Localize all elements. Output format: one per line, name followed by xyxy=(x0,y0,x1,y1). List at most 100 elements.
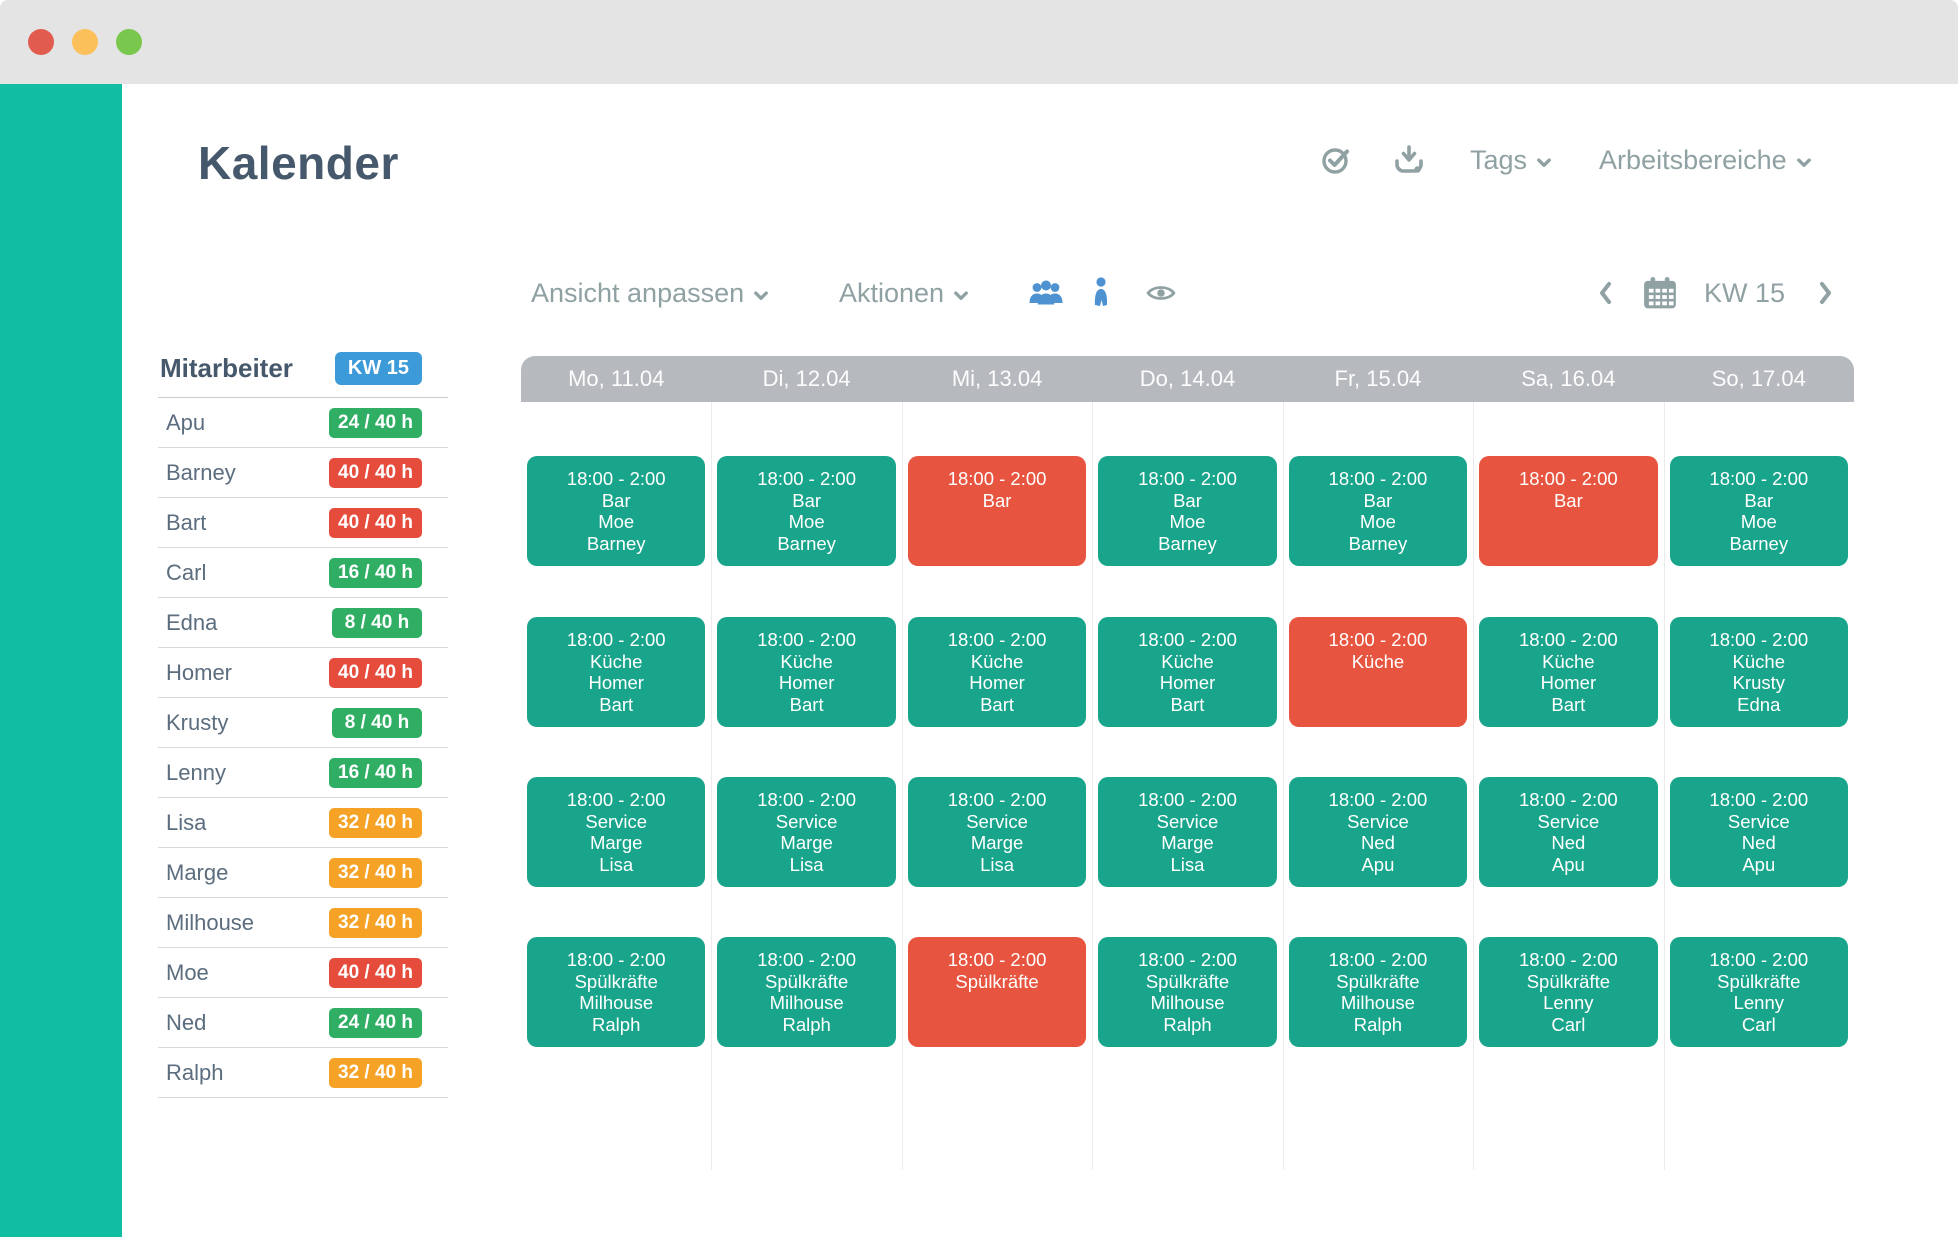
shift-card-text: Krusty xyxy=(1732,672,1785,693)
employee-name: Apu xyxy=(166,409,206,435)
shift-card[interactable]: 18:00 - 2:00 Service Ned Apu xyxy=(1669,777,1848,887)
page-title: Kalender xyxy=(198,137,399,189)
shift-card[interactable]: 18:00 - 2:00 Bar xyxy=(1479,456,1658,566)
people-group-icon[interactable] xyxy=(1026,279,1066,307)
shift-card[interactable]: 18:00 - 2:00 Küche Krusty Edna xyxy=(1669,617,1848,727)
shift-card[interactable]: 18:00 - 2:00 Service Marge Lisa xyxy=(527,777,706,887)
tags-menu[interactable]: Tags xyxy=(1470,145,1551,176)
shift-card-text: Bar xyxy=(792,489,822,511)
employee-name: Moe xyxy=(166,959,209,985)
close-button[interactable] xyxy=(28,29,54,55)
shift-card-text: Moe xyxy=(788,511,825,532)
workspaces-menu[interactable]: Arbeitsbereiche xyxy=(1599,145,1811,176)
column-divider xyxy=(1473,402,1475,1170)
next-week-chevron-icon[interactable] xyxy=(1819,281,1833,305)
day-slot: 18:00 - 2:00 Bar Moe Barney xyxy=(711,456,901,566)
day-slot: 18:00 - 2:00 Bar Moe Barney xyxy=(1664,456,1854,566)
shift-card[interactable]: 18:00 - 2:00 Spülkräfte Lenny Carl xyxy=(1669,937,1848,1047)
shift-card-text: 18:00 - 2:00 xyxy=(757,629,856,650)
shift-card-text: Milhouse xyxy=(769,992,844,1013)
shift-card-text: Marge xyxy=(970,832,1024,853)
shift-card[interactable]: 18:00 - 2:00 Spülkräfte Milhouse Ralph xyxy=(1288,937,1468,1047)
employee-row[interactable]: Bart 40 / 40 h xyxy=(158,498,448,548)
previous-week-chevron-icon[interactable] xyxy=(1598,281,1612,305)
shift-card[interactable]: 18:00 - 2:00 Bar xyxy=(907,456,1087,566)
shift-card[interactable]: 18:00 - 2:00 Küche xyxy=(1288,617,1468,727)
shift-card[interactable]: 18:00 - 2:00 Spülkräfte xyxy=(907,937,1087,1047)
shift-card[interactable]: 18:00 - 2:00 Service Ned Apu xyxy=(1288,777,1468,887)
shift-card[interactable]: 18:00 - 2:00 Service Marge Lisa xyxy=(907,777,1087,887)
eye-icon[interactable] xyxy=(1146,283,1176,303)
day-slot: 18:00 - 2:00 Spülkräfte Milhouse Ralph xyxy=(1092,937,1282,1047)
shift-card[interactable]: 18:00 - 2:00 Spülkräfte Milhouse Ralph xyxy=(1098,937,1277,1047)
shift-card[interactable]: 18:00 - 2:00 Küche Homer Bart xyxy=(527,617,706,727)
check-circle-icon[interactable] xyxy=(1320,144,1352,176)
shift-card[interactable]: 18:00 - 2:00 Bar Moe Barney xyxy=(1288,456,1468,566)
shift-card[interactable]: 18:00 - 2:00 Küche Homer Bart xyxy=(1098,617,1277,727)
shift-card-text: Bar xyxy=(601,489,631,511)
employee-name: Lisa xyxy=(166,809,207,835)
actions-menu[interactable]: Aktionen xyxy=(839,278,968,309)
shift-card[interactable]: 18:00 - 2:00 Bar Moe Barney xyxy=(1098,456,1277,566)
shift-card[interactable]: 18:00 - 2:00 Küche Homer Bart xyxy=(907,617,1087,727)
shift-card-text: Ralph xyxy=(782,1013,831,1035)
shift-card-text: Ned xyxy=(1741,832,1776,853)
shift-card-text: Spülkräfte xyxy=(1526,970,1610,992)
shift-card-text: Barney xyxy=(586,532,646,554)
shift-card-text: Lenny xyxy=(1543,992,1594,1013)
employee-hours-badge: 40 / 40 h xyxy=(329,457,422,488)
shift-row-spuelkraefte: 18:00 - 2:00 Spülkräfte Milhouse Ralph 18:00… xyxy=(521,937,1854,1047)
shift-card[interactable]: 18:00 - 2:00 Küche Homer Bart xyxy=(717,617,896,727)
employee-row[interactable]: Carl 16 / 40 h xyxy=(158,548,448,598)
employee-row[interactable]: Barney 40 / 40 h xyxy=(158,448,448,498)
person-icon[interactable] xyxy=(1092,277,1110,309)
employee-hours-badge: 32 / 40 h xyxy=(329,857,422,888)
shift-card-text: Homer xyxy=(588,672,644,693)
shift-card[interactable]: 18:00 - 2:00 Service Ned Apu xyxy=(1479,777,1658,887)
employee-row[interactable]: Ned 24 / 40 h xyxy=(158,998,448,1048)
shift-card[interactable]: 18:00 - 2:00 Spülkräfte Milhouse Ralph xyxy=(527,937,706,1047)
shift-card[interactable]: 18:00 - 2:00 Bar Moe Barney xyxy=(717,456,896,566)
shift-card-text: 18:00 - 2:00 xyxy=(947,789,1047,810)
shift-card[interactable]: 18:00 - 2:00 Spülkräfte Milhouse Ralph xyxy=(717,937,896,1047)
shift-card[interactable]: 18:00 - 2:00 Küche Homer Bart xyxy=(1479,617,1658,727)
shift-card-text: Küche xyxy=(1351,650,1405,672)
shift-card-text: Apu xyxy=(1551,853,1585,875)
shift-card[interactable]: 18:00 - 2:00 Bar Moe Barney xyxy=(527,456,706,566)
employee-name: Ralph xyxy=(166,1059,224,1085)
shift-card-text: Barney xyxy=(1158,532,1217,554)
shift-card-text: Barney xyxy=(777,532,836,554)
employee-row[interactable]: Ralph 32 / 40 h xyxy=(158,1048,448,1098)
shift-card[interactable]: 18:00 - 2:00 Bar Moe Barney xyxy=(1669,456,1848,566)
download-icon[interactable] xyxy=(1392,144,1426,176)
zoom-button[interactable] xyxy=(116,29,142,55)
shift-row-bar: 18:00 - 2:00 Bar Moe Barney 18:00 - 2:00 Bar M… xyxy=(521,456,1854,566)
employee-row[interactable]: Milhouse 32 / 40 h xyxy=(158,898,448,948)
shift-card[interactable]: 18:00 - 2:00 Spülkräfte Lenny Carl xyxy=(1479,937,1658,1047)
shift-card-text: Spülkräfte xyxy=(955,970,1039,992)
employee-name: Carl xyxy=(166,559,207,585)
shift-card-text: Homer xyxy=(1159,672,1216,693)
day-header-cell: Do, 14.04 xyxy=(1139,366,1236,391)
employee-hours-badge: 40 / 40 h xyxy=(329,507,422,538)
employee-row[interactable]: Krusty 8 / 40 h xyxy=(158,698,448,748)
employee-row[interactable]: Apu 24 / 40 h xyxy=(158,398,448,448)
employee-row[interactable]: Moe 40 / 40 h xyxy=(158,948,448,998)
employee-row[interactable]: Edna 8 / 40 h xyxy=(158,598,448,648)
employee-row[interactable]: Marge 32 / 40 h xyxy=(158,848,448,898)
employee-row[interactable]: Lisa 32 / 40 h xyxy=(158,798,448,848)
shift-card[interactable]: 18:00 - 2:00 Service Marge Lisa xyxy=(1098,777,1277,887)
day-slot: 18:00 - 2:00 Service Ned Apu xyxy=(1664,777,1854,887)
calendar-body: 18:00 - 2:00 Bar Moe Barney 18:00 - 2:00 Bar M… xyxy=(521,402,1854,1170)
employee-row[interactable]: Homer 40 / 40 h xyxy=(158,648,448,698)
employee-row[interactable]: Lenny 16 / 40 h xyxy=(158,748,448,798)
view-menu[interactable]: Ansicht anpassen xyxy=(531,278,769,309)
shift-card-text: Bart xyxy=(1551,693,1586,715)
shift-card-text: 18:00 - 2:00 xyxy=(1709,629,1809,650)
minimize-button[interactable] xyxy=(72,29,98,55)
shift-card-text: 18:00 - 2:00 xyxy=(1328,629,1428,650)
employee-name: Homer xyxy=(166,659,233,685)
shift-card[interactable]: 18:00 - 2:00 Service Marge Lisa xyxy=(717,777,896,887)
calendar-icon[interactable] xyxy=(1642,276,1678,310)
shift-card-text: 18:00 - 2:00 xyxy=(947,629,1047,650)
